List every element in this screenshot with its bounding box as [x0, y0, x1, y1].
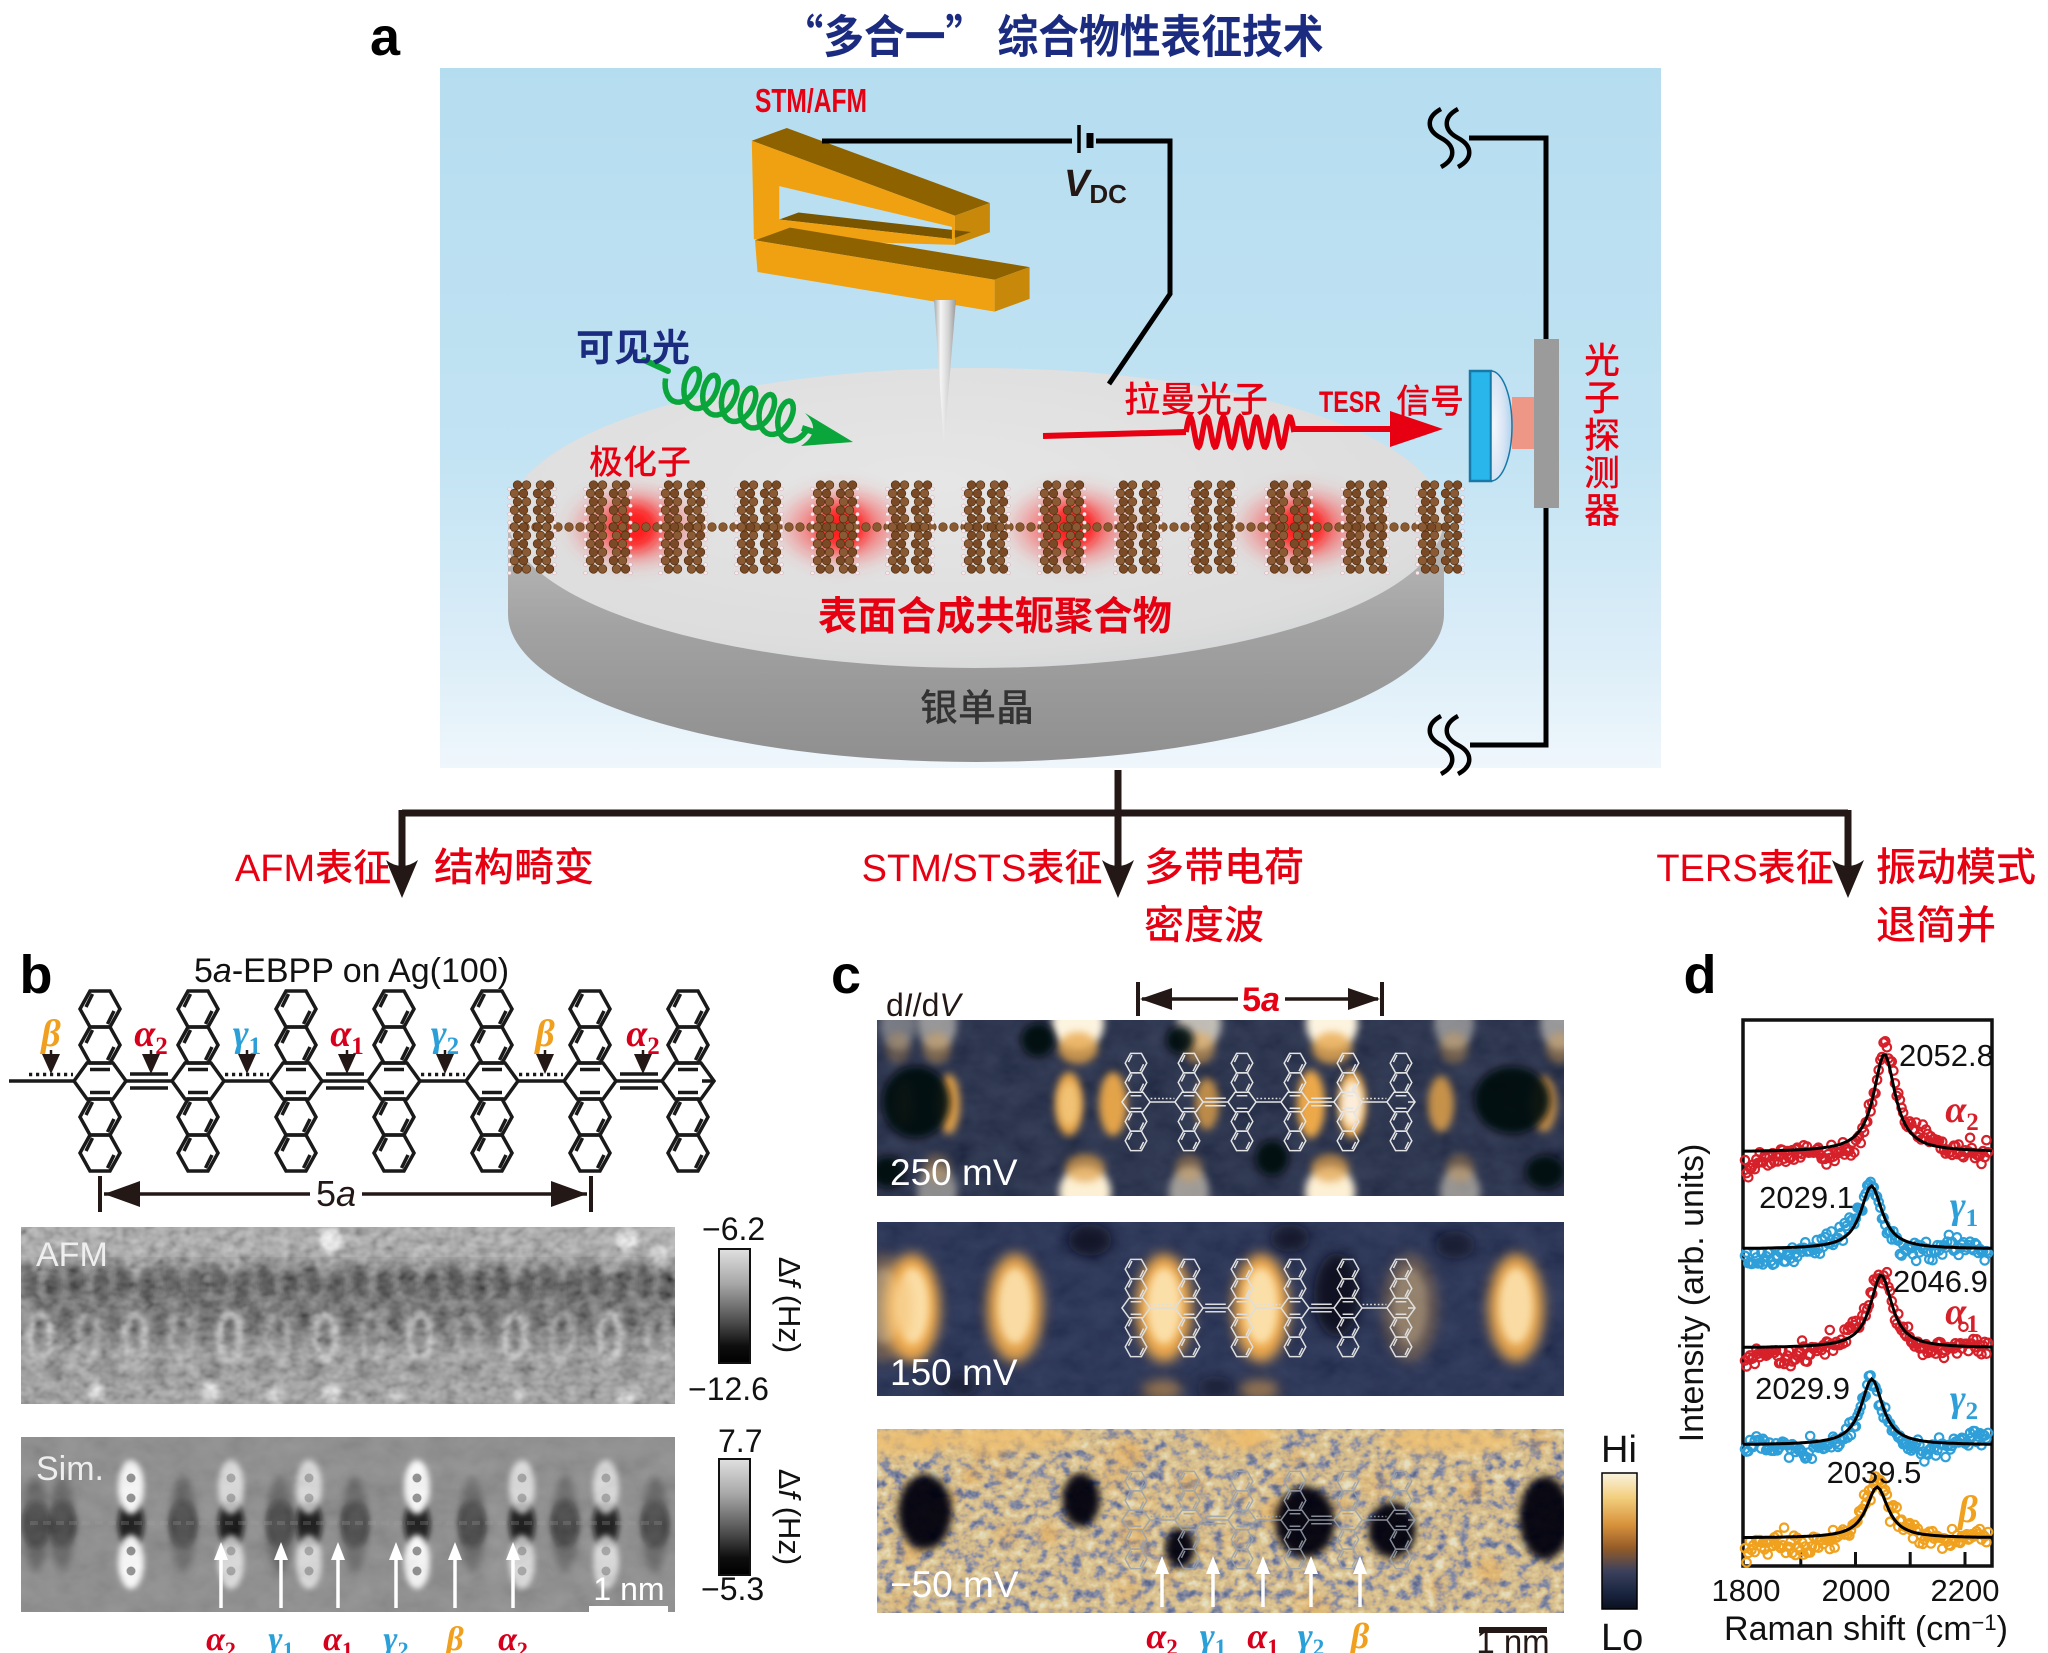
svg-text:5a: 5a: [316, 1173, 356, 1214]
svg-text:极化子: 极化子: [589, 435, 691, 484]
svg-text:VDC: VDC: [1064, 163, 1127, 209]
svg-text:AFM表征: AFM表征: [235, 837, 391, 892]
svg-text:d: d: [1684, 945, 1717, 1005]
svg-text:光: 光: [1584, 332, 1620, 384]
svg-text:信号: 信号: [1396, 374, 1464, 423]
svg-text:γ1: γ1: [1950, 1185, 1978, 1232]
svg-text:Hi: Hi: [1601, 1429, 1637, 1471]
svg-text:银单晶: 银单晶: [920, 677, 1034, 732]
svg-text:表面合成共轭聚合物: 表面合成共轭聚合物: [818, 584, 1172, 642]
svg-text:α1: α1: [1247, 1616, 1278, 1653]
svg-text:α2: α2: [498, 1621, 528, 1653]
svg-text:γ1: γ1: [1200, 1616, 1226, 1653]
svg-text:TERS表征: TERS表征: [1656, 837, 1833, 892]
svg-text:β: β: [39, 1013, 61, 1055]
svg-text:STM/STS表征: STM/STS表征: [862, 837, 1103, 892]
svg-text:5a-EBPP on Ag(100): 5a-EBPP on Ag(100): [194, 952, 509, 990]
svg-text:γ1: γ1: [268, 1621, 293, 1653]
svg-text:Sim.: Sim.: [36, 1450, 104, 1488]
svg-text:器: 器: [1584, 482, 1620, 534]
svg-text:密度波: 密度波: [1144, 893, 1264, 951]
svg-text:β: β: [1956, 1489, 1978, 1531]
svg-text:β: β: [444, 1621, 464, 1653]
svg-text:α1: α1: [323, 1621, 353, 1653]
svg-text:测: 测: [1584, 445, 1620, 497]
svg-text:退简并: 退简并: [1876, 893, 1996, 951]
svg-text:Δf (Hz): Δf (Hz): [772, 1469, 807, 1566]
svg-text:250 mV: 250 mV: [890, 1152, 1018, 1193]
svg-text:α2: α2: [1945, 1089, 1979, 1136]
svg-text:−5.3: −5.3: [701, 1571, 764, 1607]
svg-text:β: β: [533, 1013, 555, 1055]
svg-text:2046.9: 2046.9: [1893, 1264, 1988, 1299]
svg-text:子: 子: [1584, 370, 1620, 422]
svg-text:5a: 5a: [1242, 981, 1280, 1019]
svg-text:a: a: [370, 7, 401, 67]
svg-text:1 nm: 1 nm: [1476, 1623, 1549, 1653]
svg-text:2052.8: 2052.8: [1899, 1038, 1994, 1073]
svg-text:Lo: Lo: [1601, 1617, 1643, 1653]
svg-text:−6.2: −6.2: [702, 1211, 765, 1247]
svg-text:γ2: γ2: [1950, 1378, 1978, 1425]
svg-text:2039.5: 2039.5: [1827, 1455, 1922, 1490]
svg-text:2000: 2000: [1822, 1573, 1891, 1608]
svg-text:多带电荷: 多带电荷: [1144, 835, 1304, 893]
svg-text:Intensity (arb. units): Intensity (arb. units): [1673, 1144, 1711, 1443]
svg-text:1800: 1800: [1712, 1573, 1781, 1608]
svg-text:β: β: [1349, 1616, 1370, 1653]
svg-text:7.7: 7.7: [718, 1423, 762, 1459]
svg-text:2029.1: 2029.1: [1759, 1180, 1854, 1215]
svg-text:dI/dV: dI/dV: [886, 987, 963, 1023]
svg-text:γ2: γ2: [383, 1621, 408, 1653]
svg-text:−12.6: −12.6: [688, 1371, 769, 1407]
svg-text:γ2: γ2: [1298, 1616, 1324, 1653]
svg-text:α2: α2: [1146, 1616, 1177, 1653]
svg-text:结构畸变: 结构畸变: [434, 835, 594, 893]
svg-text:α2: α2: [206, 1621, 236, 1653]
svg-text:拉曼光子: 拉曼光子: [1124, 371, 1268, 423]
svg-text:振动模式: 振动模式: [1876, 835, 2036, 893]
svg-text:AFM: AFM: [36, 1236, 108, 1274]
svg-text:“多合一” 综合物性表征技术: “多合一” 综合物性表征技术: [783, 1, 1324, 67]
svg-text:可见光: 可见光: [576, 317, 690, 372]
svg-text:Δf (Hz): Δf (Hz): [772, 1257, 807, 1354]
svg-text:b: b: [20, 945, 53, 1005]
svg-text:Raman shift (cm−1): Raman shift (cm−1): [1724, 1610, 2008, 1648]
svg-text:c: c: [831, 945, 861, 1005]
svg-text:探: 探: [1584, 407, 1620, 459]
svg-text:2200: 2200: [1931, 1573, 2000, 1608]
svg-text:150 mV: 150 mV: [890, 1352, 1018, 1393]
svg-text:1 nm: 1 nm: [593, 1571, 664, 1607]
svg-text:2029.9: 2029.9: [1755, 1371, 1850, 1406]
svg-text:STM/AFM: STM/AFM: [755, 82, 867, 119]
svg-text:TESR: TESR: [1319, 386, 1381, 419]
svg-text:−50 mV: −50 mV: [890, 1564, 1019, 1605]
